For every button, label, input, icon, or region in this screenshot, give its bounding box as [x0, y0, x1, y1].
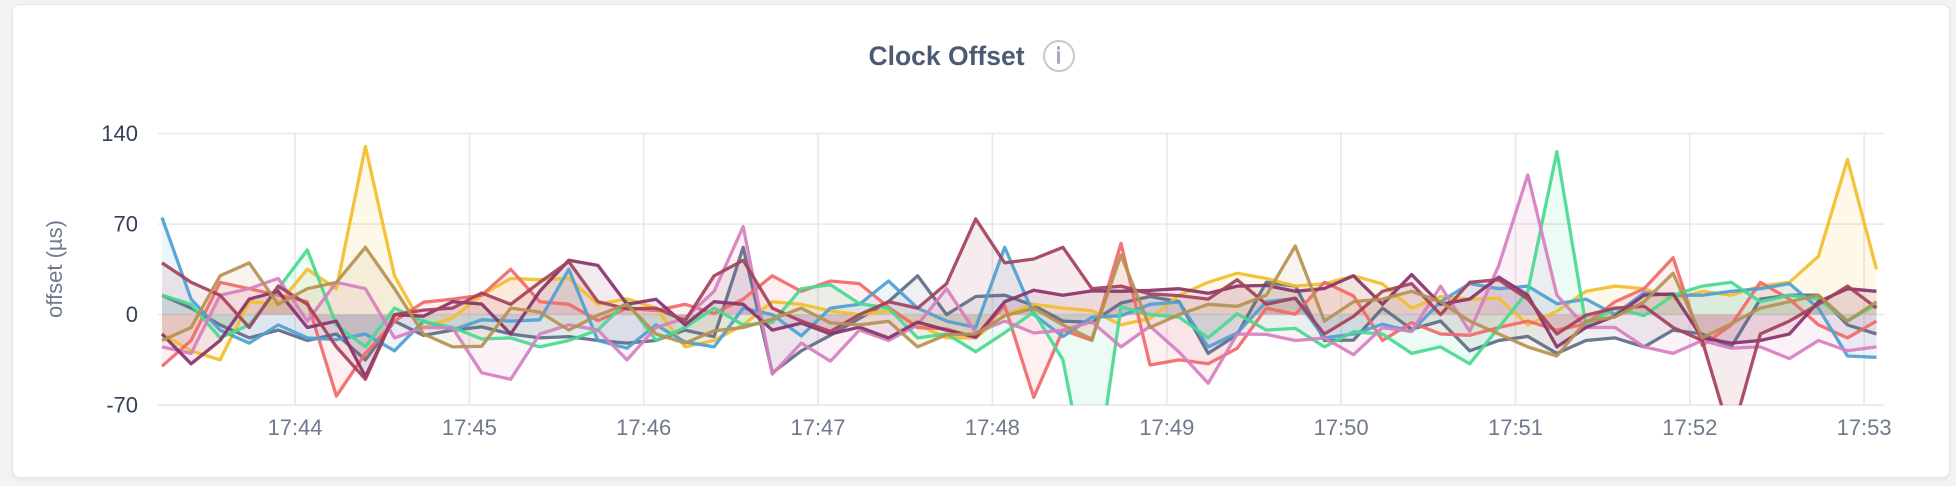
svg-text:17:49: 17:49 [1139, 415, 1194, 440]
svg-text:17:44: 17:44 [267, 415, 322, 440]
svg-text:17:48: 17:48 [965, 415, 1020, 440]
svg-text:17:45: 17:45 [442, 415, 497, 440]
svg-text:140: 140 [101, 121, 138, 146]
svg-text:17:51: 17:51 [1488, 415, 1543, 440]
svg-text:17:46: 17:46 [616, 415, 671, 440]
svg-text:-70: -70 [106, 393, 138, 418]
svg-text:17:53: 17:53 [1837, 415, 1892, 440]
svg-text:offset (µs): offset (µs) [42, 220, 67, 318]
svg-text:17:50: 17:50 [1314, 415, 1369, 440]
svg-text:70: 70 [114, 212, 138, 237]
svg-text:17:52: 17:52 [1662, 415, 1717, 440]
svg-text:0: 0 [126, 302, 138, 327]
svg-text:17:47: 17:47 [790, 415, 845, 440]
